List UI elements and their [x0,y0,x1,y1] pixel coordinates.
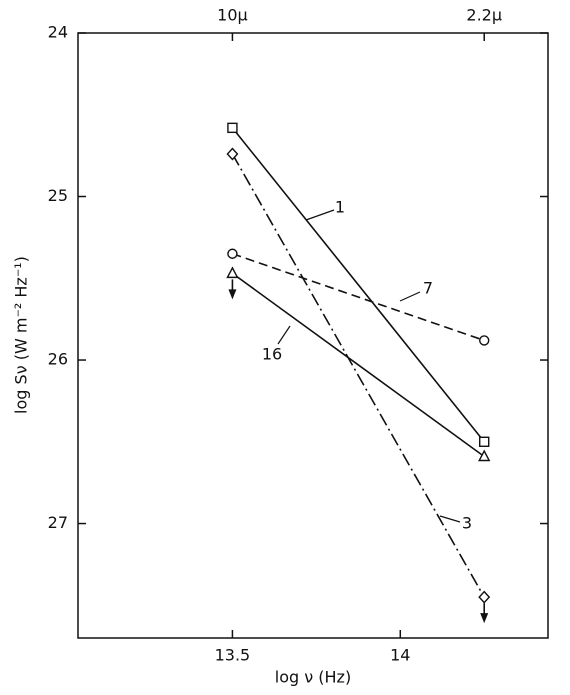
marker [226,266,239,279]
plot-frame [77,32,549,639]
x-tick-label: 13.5 [215,646,251,665]
series-label: 7 [423,279,433,298]
top-tick-label: 10μ [217,6,248,25]
series-line [232,252,485,342]
label-leader [305,209,335,221]
marker [479,436,490,447]
marker [478,590,491,604]
limit-arrow-head [228,289,237,300]
series-label: 3 [462,514,472,533]
y-tick-label: 24 [48,23,68,42]
series-label: 1 [335,198,345,217]
top-tick-label: 2.2μ [466,6,502,25]
marker [227,248,238,259]
marker [227,122,238,134]
label-leader [277,325,291,345]
marker [226,147,239,161]
label-leader [439,515,461,523]
series-line [231,127,485,443]
y-tick-label: 27 [48,513,68,532]
series-label: 16 [262,345,282,364]
y-tick-label: 25 [48,186,68,205]
y-axis-label: log Sν (W m⁻² Hz⁻¹) [12,256,31,414]
limit-arrow-head [480,613,489,624]
marker [479,335,490,346]
series-line [231,153,485,598]
y-tick-label: 26 [48,350,68,369]
marker [478,449,491,462]
series-line [231,272,485,458]
x-axis-label: log ν (Hz) [275,668,351,687]
x-tick-label: 14 [390,646,410,665]
label-leader [399,291,421,302]
